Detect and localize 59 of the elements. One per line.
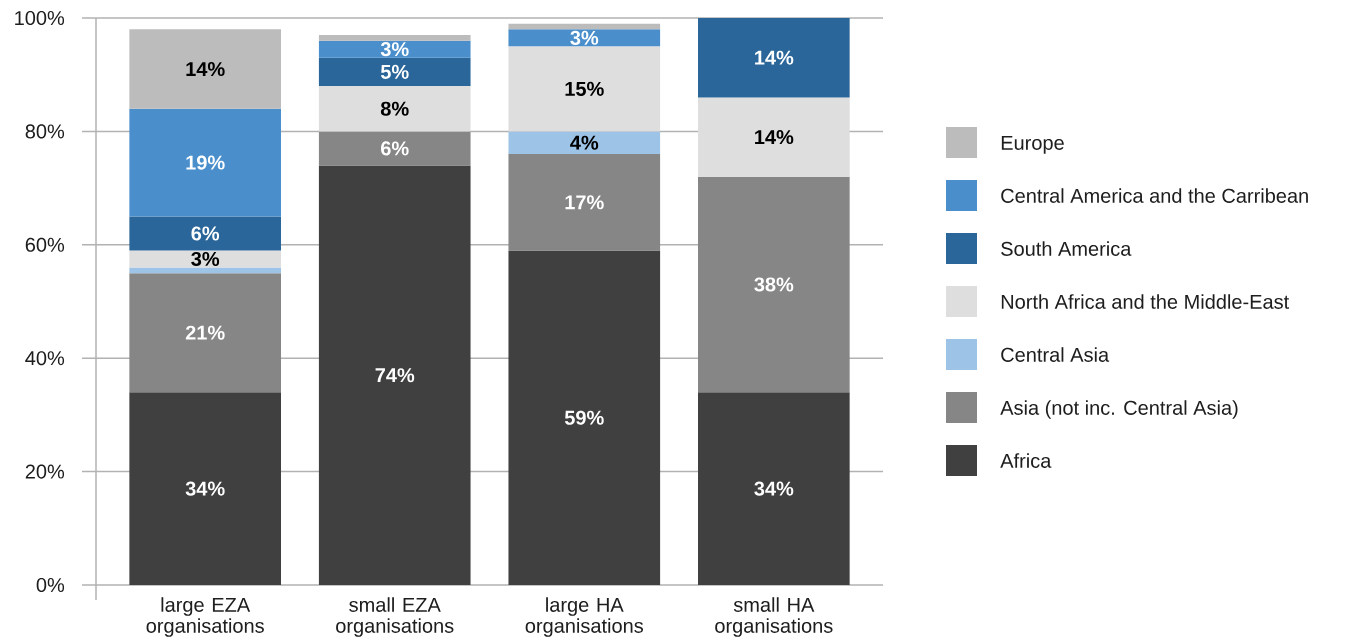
bar [318, 57, 471, 87]
bar [508, 46, 661, 132]
y-tick-label: 0% [36, 577, 65, 593]
bar [129, 273, 282, 393]
bar [129, 29, 282, 109]
bar [129, 267, 282, 274]
data-label: 14% [186, 62, 225, 77]
legend-label: Africa [1000, 453, 1052, 468]
x-tick-label: small HA organisations [715, 597, 833, 637]
bar [508, 131, 661, 155]
bar [129, 216, 282, 251]
data-label: 3% [570, 30, 599, 45]
data-label: 59% [564, 410, 604, 425]
legend-label: Asia (not inc. Central Asia) [1000, 400, 1238, 419]
data-label: 8% [380, 101, 409, 116]
data-label: 14% [755, 50, 794, 65]
bar [508, 154, 661, 251]
legend-label: North Africa and the Middle-East [1001, 294, 1290, 309]
bar [698, 18, 850, 98]
data-label: 3% [191, 251, 220, 267]
bar [698, 176, 850, 393]
data-label: 74% [375, 368, 415, 383]
bar [318, 40, 471, 58]
data-label: 21% [185, 325, 225, 340]
data-label: 34% [754, 481, 794, 496]
x-tick-label: large EZA organisations [146, 597, 264, 637]
bar [318, 165, 471, 585]
data-label: 34% [185, 481, 225, 496]
bar [508, 29, 661, 47]
legend-label: Central America and the Carribean [1001, 188, 1308, 203]
legend-label: South America [1001, 241, 1132, 256]
bar [698, 392, 850, 585]
bar [318, 35, 471, 41]
bar [129, 392, 282, 585]
data-label: 5% [380, 64, 409, 79]
y-tick-label: 40% [25, 351, 65, 366]
data-label: 19% [186, 155, 225, 170]
x-tick-label: large HA organisations [525, 597, 644, 637]
bar [698, 97, 850, 177]
data-label: 17% [565, 195, 604, 210]
bar [318, 86, 471, 132]
data-label: 4% [570, 135, 599, 150]
y-tick-label: 100% [15, 10, 65, 26]
bar [129, 108, 282, 217]
data-label: 15% [565, 81, 604, 96]
y-tick-label: 60% [25, 237, 65, 252]
data-label: 38% [754, 277, 794, 292]
x-tick-label: small EZA organisations [336, 597, 454, 637]
bar [318, 131, 471, 166]
legend-label: Central Asia [1001, 347, 1110, 362]
data-label: 3% [380, 42, 409, 57]
y-tick-label: 20% [25, 464, 65, 479]
y-tick-label: 80% [25, 124, 65, 139]
bar [129, 250, 282, 268]
bar [508, 250, 661, 585]
legend-label: Europe [1001, 135, 1064, 154]
data-label: 14% [755, 130, 794, 145]
data-label: 6% [191, 226, 220, 241]
data-label: 6% [381, 141, 409, 156]
